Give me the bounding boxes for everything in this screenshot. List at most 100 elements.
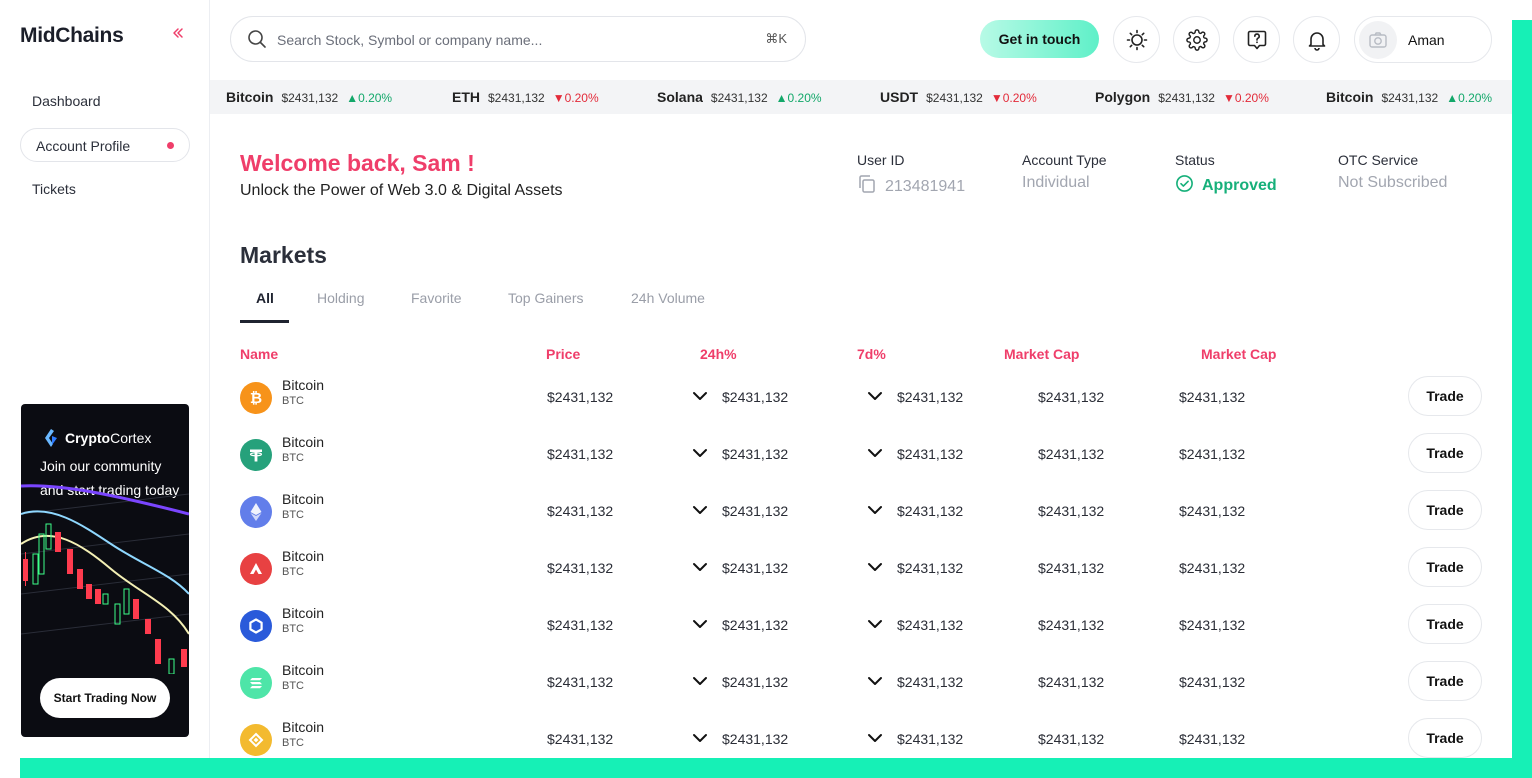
coin-symbol: BTC xyxy=(282,623,304,635)
notifications-button[interactable] xyxy=(1293,16,1340,63)
sidebar-item-tickets[interactable]: Tickets xyxy=(20,172,190,206)
ticker-item[interactable]: ETH $2431,132 ▼0.20% xyxy=(452,80,599,114)
trade-button[interactable]: Trade xyxy=(1408,376,1482,416)
chevron-down-icon[interactable] xyxy=(866,729,884,747)
column-header-24h[interactable]: 24h% xyxy=(700,346,737,362)
chevron-down-icon[interactable] xyxy=(866,387,884,405)
arrow-up-icon: ▲ xyxy=(1446,91,1459,105)
search-bar[interactable]: ⌘K xyxy=(230,16,806,62)
chevron-down-icon[interactable] xyxy=(866,558,884,576)
price-cell: $2431,132 xyxy=(547,503,614,519)
column-header-name[interactable]: Name xyxy=(240,346,279,362)
column-header-7d[interactable]: 7d% xyxy=(857,346,886,362)
change-24h-cell: $2431,132 xyxy=(722,389,789,405)
ticker-item[interactable]: Polygon $2431,132 ▼0.20% xyxy=(1095,80,1269,114)
search-input[interactable] xyxy=(277,29,737,51)
chevron-down-icon[interactable] xyxy=(691,615,709,633)
ticker-change: ▼0.20% xyxy=(552,91,599,105)
tab-top-gainers[interactable]: Top Gainers xyxy=(508,290,584,306)
coin-symbol: BTC xyxy=(282,737,304,749)
market-cap-cell: $2431,132 xyxy=(1179,446,1246,462)
ticker-price: $2431,132 xyxy=(1381,91,1439,105)
sidebar-item-account-profile[interactable]: Account Profile xyxy=(20,128,190,162)
column-header-market-cap[interactable]: Market Cap xyxy=(1004,346,1080,362)
tab-all[interactable]: All xyxy=(256,290,274,306)
market-cap-cell: $2431,132 xyxy=(1038,617,1105,633)
change-7d-cell: $2431,132 xyxy=(897,731,964,747)
arrow-down-icon: ▼ xyxy=(990,91,1003,105)
ticker-item[interactable]: Bitcoin $2431,132 ▲0.20% xyxy=(1326,80,1492,114)
chevron-down-icon[interactable] xyxy=(691,729,709,747)
chevron-down-icon[interactable] xyxy=(691,501,709,519)
coin-symbol: BTC xyxy=(282,395,304,407)
column-header-market-cap-2[interactable]: Market Cap xyxy=(1201,346,1277,362)
table-row[interactable]: Bitcoin BTC $2431,132 $2431,132 $2431,13… xyxy=(240,490,1482,547)
change-24h-cell: $2431,132 xyxy=(722,674,789,690)
promo-brand: CryptoCortex xyxy=(41,428,151,448)
tab-24h-volume[interactable]: 24h Volume xyxy=(631,290,705,306)
table-row[interactable]: ₿ Bitcoin BTC $2431,132 $2431,132 $2431,… xyxy=(240,376,1482,433)
otc-block: OTC Service Not Subscribed xyxy=(1338,152,1447,192)
table-row[interactable]: Bitcoin BTC $2431,132 $2431,132 $2431,13… xyxy=(240,604,1482,661)
gear-icon xyxy=(1185,28,1208,51)
tab-holding[interactable]: Holding xyxy=(317,290,365,306)
trade-button[interactable]: Trade xyxy=(1408,718,1482,758)
svg-text:₿: ₿ xyxy=(250,389,262,407)
ticker-change: ▼0.20% xyxy=(990,91,1037,105)
avalanche-icon xyxy=(240,553,272,585)
chevron-down-icon[interactable] xyxy=(866,501,884,519)
otc-label: OTC Service xyxy=(1338,152,1419,168)
chevron-down-icon[interactable] xyxy=(691,672,709,690)
arrow-down-icon: ▼ xyxy=(1222,91,1235,105)
settings-button[interactable] xyxy=(1173,16,1220,63)
chevron-down-icon[interactable] xyxy=(691,387,709,405)
price-cell: $2431,132 xyxy=(547,389,614,405)
coin-name: Bitcoin xyxy=(282,548,325,564)
ticker-item[interactable]: Solana $2431,132 ▲0.20% xyxy=(657,80,822,114)
ticker-price: $2431,132 xyxy=(1158,91,1215,105)
theme-toggle-button[interactable] xyxy=(1113,16,1160,63)
tab-favorite[interactable]: Favorite xyxy=(411,290,462,306)
user-id-block: User ID 213481941 xyxy=(857,152,965,199)
change-24h-cell: $2431,132 xyxy=(722,560,789,576)
copy-icon[interactable] xyxy=(857,174,877,199)
table-row[interactable]: Bitcoin BTC $2431,132 $2431,132 $2431,13… xyxy=(240,433,1482,490)
chevron-down-icon[interactable] xyxy=(691,444,709,462)
chevron-down-icon[interactable] xyxy=(866,672,884,690)
trade-button[interactable]: Trade xyxy=(1408,547,1482,587)
user-menu[interactable]: Aman xyxy=(1354,16,1492,63)
status-label: Status xyxy=(1175,152,1215,168)
column-header-price[interactable]: Price xyxy=(546,346,581,362)
table-row[interactable]: Bitcoin BTC $2431,132 $2431,132 $2431,13… xyxy=(240,661,1482,718)
chevron-down-icon[interactable] xyxy=(866,615,884,633)
otc-value: Not Subscribed xyxy=(1338,174,1448,191)
ticker-item[interactable]: USDT $2431,132 ▼0.20% xyxy=(880,80,1037,114)
start-trading-button[interactable]: Start Trading Now xyxy=(40,678,170,718)
help-button[interactable] xyxy=(1233,16,1280,63)
table-row[interactable]: Bitcoin BTC $2431,132 $2431,132 $2431,13… xyxy=(240,718,1482,775)
ticker-item[interactable]: Bitcoin $2431,132 ▲0.20% xyxy=(226,80,392,114)
trade-button[interactable]: Trade xyxy=(1408,604,1482,644)
ticker-price: $2431,132 xyxy=(710,91,768,105)
promo-candlestick-illustration xyxy=(21,484,189,674)
table-row[interactable]: Bitcoin BTC $2431,132 $2431,132 $2431,13… xyxy=(240,547,1482,604)
help-chat-icon xyxy=(1247,30,1266,49)
chevron-down-icon[interactable] xyxy=(691,558,709,576)
cryptocortex-logo-icon xyxy=(45,429,57,447)
sidebar-item-dashboard[interactable]: Dashboard xyxy=(20,84,190,118)
get-in-touch-button[interactable]: Get in touch xyxy=(980,20,1099,58)
market-cap-cell: $2431,132 xyxy=(1038,446,1105,462)
solana-icon xyxy=(240,667,272,699)
promo-brand-bold: Crypto xyxy=(65,430,111,446)
avatar xyxy=(1359,21,1397,59)
price-cell: $2431,132 xyxy=(547,674,614,690)
collapse-sidebar-icon[interactable] xyxy=(168,26,188,46)
trade-button[interactable]: Trade xyxy=(1408,490,1482,530)
market-cap-cell: $2431,132 xyxy=(1179,674,1246,690)
coin-name: Bitcoin xyxy=(282,662,325,678)
chevron-down-icon[interactable] xyxy=(866,444,884,462)
trade-button[interactable]: Trade xyxy=(1408,661,1482,701)
bitcoin-icon: ₿ xyxy=(240,382,272,414)
frame-border-right xyxy=(1512,20,1532,778)
trade-button[interactable]: Trade xyxy=(1408,433,1482,473)
